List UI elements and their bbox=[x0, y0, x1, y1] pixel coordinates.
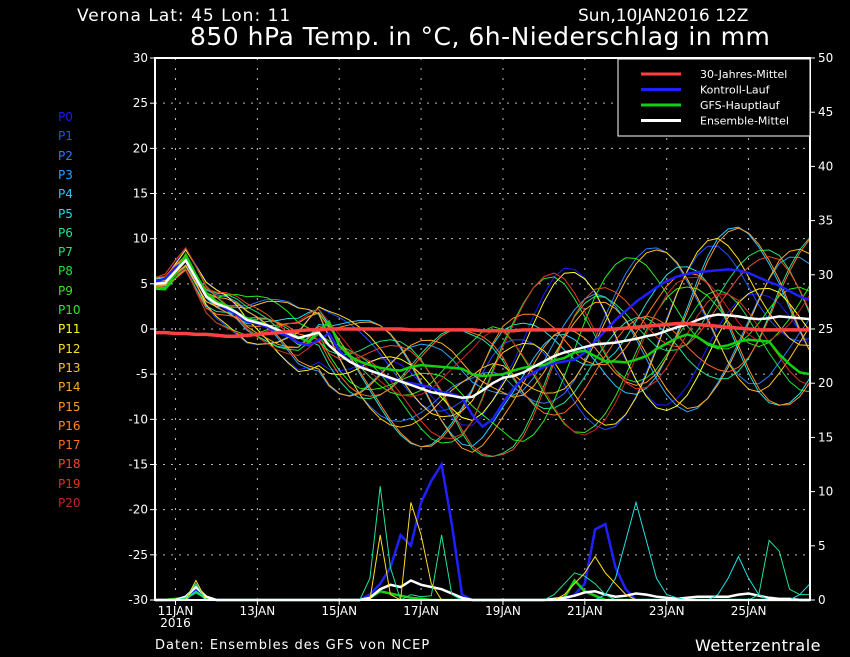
y-left-tick-label: 30 bbox=[133, 51, 148, 65]
precip-series bbox=[155, 461, 811, 602]
member-line-p8 bbox=[154, 247, 811, 444]
chart-title: 850 hPa Temp. in °C, 6h-Niederschlag in … bbox=[190, 22, 771, 51]
x-tick-label: 23JAN bbox=[649, 604, 685, 618]
y-right-tick-label: 10 bbox=[818, 485, 833, 499]
member-label-p9: P9 bbox=[58, 283, 73, 298]
member-line-p9 bbox=[154, 268, 811, 434]
member-label-p13: P13 bbox=[58, 360, 81, 375]
precip-line-kontroll-lauf bbox=[155, 461, 810, 602]
legend-label: 30-Jahres-Mittel bbox=[700, 68, 787, 81]
member-label-p16: P16 bbox=[58, 418, 81, 433]
legend: 30-Jahres-Mittel Kontroll-Lauf GFS-Hauptla… bbox=[617, 58, 811, 137]
member-label-p14: P14 bbox=[58, 380, 81, 395]
x-tick-label: 13JAN bbox=[239, 604, 275, 618]
member-label-p2: P2 bbox=[58, 148, 73, 163]
member-line-p13 bbox=[154, 249, 811, 428]
legend-label: GFS-Hauptlauf bbox=[700, 99, 781, 112]
member-label-p20: P20 bbox=[58, 496, 81, 510]
x-tick-label: 19JAN bbox=[485, 604, 521, 618]
temp-line-30-jahres-mittel bbox=[155, 321, 810, 338]
y-left-tick-label: -30 bbox=[128, 593, 148, 607]
y-right-tick-label: 30 bbox=[818, 268, 833, 282]
y-left-tick-label: -20 bbox=[128, 503, 148, 517]
y-left-tick-label: 10 bbox=[133, 232, 148, 246]
y-right-tick-label: 5 bbox=[818, 539, 826, 553]
member-label-p12: P12 bbox=[58, 341, 81, 356]
member-label-p0: P0 bbox=[58, 110, 73, 124]
member-line-p17 bbox=[154, 238, 811, 416]
member-label-p10: P10 bbox=[58, 303, 81, 317]
y-left-tick-label: 20 bbox=[133, 141, 148, 155]
member-label-p4: P4 bbox=[58, 187, 73, 202]
member-line-p20 bbox=[154, 267, 811, 436]
x-tick-label: 17JAN bbox=[403, 604, 439, 618]
member-label-p1: P1 bbox=[58, 129, 73, 144]
y-left-tick-label: -15 bbox=[128, 458, 148, 472]
y-left-tick-label: -10 bbox=[128, 412, 148, 426]
precip-line-p5 bbox=[155, 500, 811, 601]
member-line-p18 bbox=[154, 256, 811, 457]
legend-box bbox=[617, 58, 811, 137]
member-label-p8: P8 bbox=[58, 264, 73, 279]
y-left-tick-label: 25 bbox=[133, 96, 148, 110]
y-right-tick-label: 25 bbox=[818, 322, 833, 336]
member-label-p3: P3 bbox=[58, 167, 73, 182]
member-label-p5: P5 bbox=[58, 206, 73, 221]
y-left-tick-label: 5 bbox=[140, 277, 148, 291]
member-line-p5 bbox=[154, 256, 811, 448]
member-label-p15: P15 bbox=[58, 399, 81, 414]
y-right-tick-label: 20 bbox=[818, 376, 833, 390]
x-tick-label: 11JAN bbox=[158, 604, 194, 618]
y-right-tick-label: 45 bbox=[818, 105, 833, 119]
plot-frame bbox=[154, 57, 811, 601]
y-left-tick-label: -5 bbox=[136, 367, 148, 381]
temp-series bbox=[154, 226, 811, 458]
y-right-tick-label: 15 bbox=[818, 430, 833, 444]
y-left-tick-label: -25 bbox=[128, 548, 148, 562]
x-tick-label: 25JAN bbox=[731, 604, 767, 618]
precip-line-p6 bbox=[155, 486, 810, 601]
y-right-tick-label: 35 bbox=[818, 214, 833, 228]
member-label-p11: P11 bbox=[58, 322, 81, 337]
axes: 302520151050-5-10-15-20-25-3050454035302… bbox=[128, 51, 833, 630]
member-line-p16 bbox=[154, 254, 811, 448]
member-label-p6: P6 bbox=[58, 225, 73, 240]
member-label-p7: P7 bbox=[58, 245, 73, 260]
x-tick-label: 15JAN bbox=[321, 604, 357, 618]
precip-line-ensemble-mittel bbox=[155, 579, 810, 602]
run-datetime: Sun,10JAN2016 12Z bbox=[578, 6, 749, 26]
member-line-p14 bbox=[154, 248, 811, 410]
member-line-p19 bbox=[154, 246, 811, 440]
station-label: Verona Lat: 45 Lon: 11 bbox=[77, 6, 292, 26]
x-tick-sublabel: 2016 bbox=[160, 616, 191, 630]
y-left-tick-label: 15 bbox=[133, 187, 148, 201]
member-label-p17: P17 bbox=[58, 438, 81, 453]
data-source: Daten: Ensembles des GFS von NCEP bbox=[155, 638, 431, 653]
member-label-p18: P18 bbox=[58, 457, 81, 472]
y-left-tick-label: 0 bbox=[140, 322, 148, 336]
member-line-p2 bbox=[154, 247, 811, 422]
legend-label: Ensemble-Mittel bbox=[700, 115, 789, 128]
x-tick-label: 21JAN bbox=[567, 604, 603, 618]
member-line-p12 bbox=[154, 237, 811, 426]
legend-label: Kontroll-Lauf bbox=[700, 84, 771, 97]
temp-line-kontroll-lauf bbox=[154, 258, 811, 429]
precip-line-p12 bbox=[155, 502, 810, 601]
member-label-p19: P19 bbox=[58, 476, 81, 491]
y-right-tick-label: 0 bbox=[818, 593, 826, 607]
temp-line-ensemble-mittel bbox=[154, 258, 811, 399]
brand-label: Wetterzentrale bbox=[695, 636, 822, 655]
y-right-tick-label: 50 bbox=[818, 51, 833, 65]
y-right-tick-label: 40 bbox=[818, 159, 833, 173]
